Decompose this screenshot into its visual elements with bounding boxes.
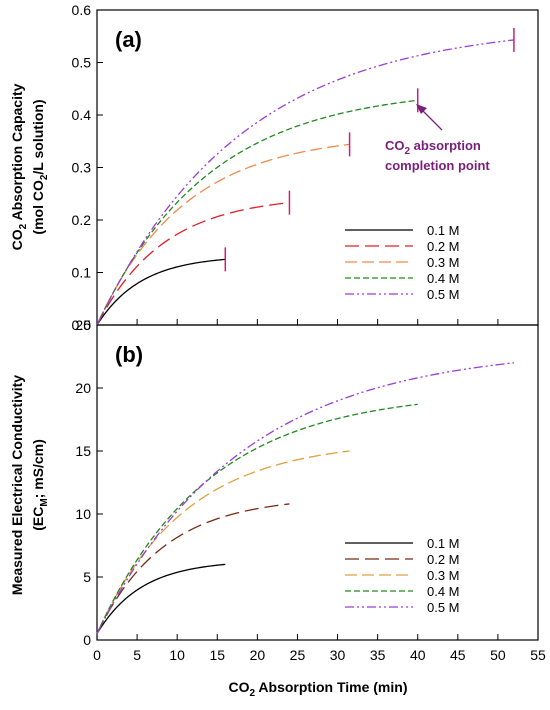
annotation-text-line2: completion point [385,158,490,173]
series-line-02M [96,503,290,634]
y-axis-title: CO2 Absorption Capacity [9,83,29,250]
plot-frame [96,324,539,641]
y-tick-label: 0.5 [72,55,92,71]
series-line-03M [96,143,350,326]
series-line-01M [96,258,226,326]
panel-a: 0.00.10.20.30.40.50.6(a)0.1 M0.2 M0.3 M0… [9,2,539,333]
x-tick-label: 55 [530,647,546,663]
x-tick-label: 0 [93,647,101,663]
y-axis-title-line2: (mol CO2/L solution) [30,99,50,234]
x-tick-label: 20 [250,647,266,663]
y-tick-label: 25 [75,317,91,333]
annotation-text-line1: CO2 absorption [385,138,481,157]
series-line-04M [96,99,418,326]
panel-b: 0 5 10 15 20 25 0 5 10 15 20 25 30 35 40 45 50 55 (b) 0.1 M… [9,317,546,699]
legend-label: 0.1 M [427,536,460,551]
annotation-arrow-line [419,107,443,131]
y-tick-label: 0.3 [72,160,92,176]
annotation-arrow-head [416,104,427,114]
y-tick-label: 20 [75,380,91,396]
y-tick-label: 10 [75,506,91,522]
y-tick-label: 0.2 [72,212,92,228]
x-tick-label: 30 [330,647,346,663]
series-line-03M [96,450,350,634]
legend-label: 0.2 M [427,552,460,567]
x-tick-label: 25 [290,647,306,663]
y-axis-title: Measured Electrical Conductivity [9,375,25,595]
legend-label: 0.3 M [427,568,460,583]
x-axis-title: CO2 Absorption Time (min) [228,679,407,699]
y-tick-label: 0.6 [72,2,92,18]
x-tick-label: 40 [410,647,426,663]
y-tick-label: 5 [83,569,91,585]
y-tick-label: 0.1 [72,265,92,281]
series-line-02M [96,202,290,326]
series-line-05M [96,39,515,326]
x-tick-label: 35 [370,647,386,663]
y-tick-label: 15 [75,443,91,459]
y-tick-label: 0.0 [72,317,92,333]
legend-label: 0.1 M [427,223,460,238]
x-tick-label: 5 [133,647,141,663]
x-tick-label: 45 [450,647,466,663]
legend-label: 0.3 M [427,255,460,270]
legend-label: 0.4 M [427,271,460,286]
y-axis-title-line2: (ECM; mS/cm) [30,439,50,531]
legend-label: 0.4 M [427,584,460,599]
legend-label: 0.2 M [427,239,460,254]
x-tick-label: 10 [169,647,185,663]
legend-label: 0.5 M [427,287,460,302]
y-tick-label: 0 [83,632,91,648]
series-line-01M [96,563,226,635]
x-tick-label: 15 [209,647,225,663]
y-tick-label: 0.4 [72,107,92,123]
x-tick-label: 50 [490,647,506,663]
legend-label: 0.5 M [427,600,460,615]
panel-label: (b) [115,342,143,367]
panel-label: (a) [115,27,142,52]
series-line-05M [96,362,515,634]
series-line-04M [96,403,418,634]
